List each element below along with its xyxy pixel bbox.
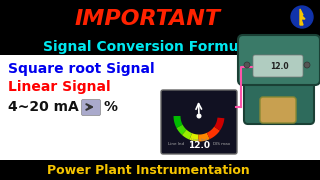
- FancyBboxPatch shape: [253, 55, 303, 77]
- Text: %: %: [104, 100, 118, 114]
- Circle shape: [304, 62, 310, 68]
- Text: 12.0: 12.0: [188, 141, 210, 150]
- Text: IMPORTANT: IMPORTANT: [75, 9, 221, 29]
- Circle shape: [244, 62, 250, 68]
- FancyBboxPatch shape: [82, 100, 100, 116]
- Polygon shape: [300, 9, 305, 25]
- Text: Signal Conversion Formula: Signal Conversion Formula: [43, 39, 253, 53]
- FancyBboxPatch shape: [238, 35, 320, 85]
- FancyBboxPatch shape: [0, 160, 320, 180]
- Text: Line Ind: Line Ind: [168, 142, 184, 146]
- FancyBboxPatch shape: [161, 90, 237, 154]
- Text: DIS max: DIS max: [213, 142, 230, 146]
- Circle shape: [197, 114, 201, 118]
- Text: Square root Signal: Square root Signal: [8, 62, 155, 76]
- Text: 4~20 mA: 4~20 mA: [8, 100, 79, 114]
- FancyBboxPatch shape: [0, 38, 320, 55]
- Text: Line Ind: Line Ind: [191, 138, 207, 142]
- Text: 12.0: 12.0: [270, 62, 288, 71]
- FancyBboxPatch shape: [244, 46, 314, 124]
- FancyBboxPatch shape: [0, 0, 320, 38]
- Text: Power Plant Instrumentation: Power Plant Instrumentation: [47, 163, 249, 177]
- FancyBboxPatch shape: [260, 97, 296, 123]
- Text: Linear Signal: Linear Signal: [8, 80, 111, 94]
- Circle shape: [291, 6, 313, 28]
